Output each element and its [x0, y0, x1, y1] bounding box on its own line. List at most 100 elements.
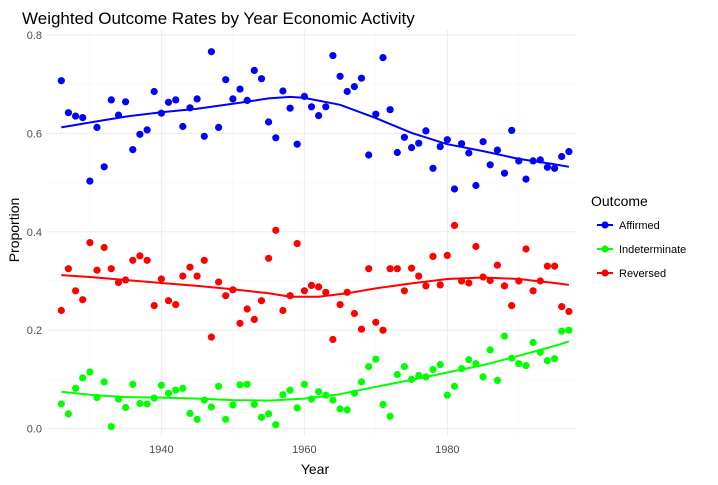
- gridlines: [47, 30, 576, 436]
- data-point-reversed: [357, 325, 366, 333]
- data-point-reversed: [72, 287, 80, 295]
- y-axis-title: Proportion: [6, 198, 22, 263]
- data-point-reversed: [372, 318, 380, 326]
- data-point-reversed: [300, 287, 308, 295]
- data-point-indeterminate: [193, 415, 201, 423]
- data-point-affirmed: [222, 76, 230, 84]
- data-point-reversed: [229, 286, 237, 294]
- data-point-affirmed: [279, 87, 287, 95]
- data-point-reversed: [114, 278, 123, 287]
- data-point-indeterminate: [400, 363, 408, 371]
- data-point-reversed: [286, 292, 294, 300]
- data-point-affirmed: [307, 103, 316, 111]
- trend-line-indeterminate: [61, 340, 570, 402]
- data-point-affirmed: [386, 106, 394, 114]
- data-point-indeterminate: [565, 326, 573, 334]
- data-point-indeterminate: [372, 355, 380, 363]
- y-tick-label: 0.6: [27, 128, 42, 140]
- data-point-reversed: [365, 265, 373, 273]
- data-point-indeterminate: [486, 346, 494, 354]
- x-tick-label: 1980: [435, 444, 459, 456]
- data-point-indeterminate: [386, 412, 394, 420]
- data-point-reversed: [86, 239, 94, 247]
- data-point-affirmed: [64, 109, 72, 117]
- data-point-indeterminate: [322, 391, 330, 399]
- data-point-reversed: [143, 256, 151, 264]
- data-point-indeterminate: [436, 361, 444, 369]
- data-point-affirmed: [529, 157, 537, 165]
- data-point-reversed: [322, 288, 330, 296]
- legend-key-point: [601, 245, 609, 253]
- data-point-affirmed: [450, 185, 459, 193]
- data-point-reversed: [551, 262, 559, 270]
- data-point-affirmed: [193, 95, 201, 103]
- data-point-reversed: [279, 306, 287, 315]
- data-point-reversed: [250, 315, 258, 323]
- data-point-reversed: [64, 265, 72, 273]
- trend-lines: [61, 95, 570, 402]
- data-point-reversed: [172, 301, 180, 309]
- legend-item-affirmed: Affirmed: [597, 220, 660, 232]
- data-point-indeterminate: [250, 400, 258, 409]
- data-point-indeterminate: [307, 395, 316, 403]
- data-point-reversed: [536, 277, 544, 285]
- series-indeterminate: [57, 326, 573, 431]
- data-point-affirmed: [143, 126, 151, 134]
- data-point-indeterminate: [415, 371, 423, 380]
- data-point-affirmed: [114, 111, 123, 119]
- data-point-indeterminate: [179, 384, 187, 392]
- x-tick-label: 1960: [292, 444, 316, 456]
- data-point-reversed: [336, 301, 344, 309]
- data-point-indeterminate: [64, 410, 72, 418]
- data-point-indeterminate: [543, 357, 552, 365]
- data-point-affirmed: [215, 123, 223, 131]
- data-point-affirmed: [472, 181, 480, 190]
- data-point-reversed: [207, 333, 215, 341]
- data-point-reversed: [379, 326, 387, 334]
- data-point-indeterminate: [129, 380, 137, 388]
- data-point-indeterminate: [472, 360, 480, 368]
- data-point-affirmed: [93, 123, 101, 131]
- data-point-reversed: [243, 305, 251, 313]
- data-point-indeterminate: [343, 406, 351, 414]
- data-point-indeterminate: [215, 382, 223, 390]
- data-point-affirmed: [200, 132, 208, 140]
- data-point-indeterminate: [272, 421, 280, 429]
- data-point-affirmed: [243, 96, 251, 104]
- data-point-indeterminate: [136, 399, 144, 408]
- data-point-indeterminate: [157, 381, 165, 389]
- data-point-indeterminate: [79, 374, 87, 382]
- data-point-affirmed: [336, 72, 344, 80]
- data-point-indeterminate: [93, 394, 101, 402]
- data-point-indeterminate: [458, 365, 466, 373]
- data-point-affirmed: [172, 96, 180, 104]
- data-point-reversed: [164, 297, 173, 305]
- legend-key-point: [601, 269, 609, 277]
- legend-item-reversed: Reversed: [597, 268, 666, 280]
- data-point-indeterminate: [465, 356, 473, 364]
- legend-label: Affirmed: [619, 220, 660, 232]
- y-tick-label: 0.8: [27, 30, 42, 42]
- data-point-reversed: [408, 264, 416, 272]
- data-point-affirmed: [100, 163, 108, 171]
- data-point-affirmed: [79, 114, 87, 122]
- data-point-reversed: [215, 278, 223, 286]
- data-point-reversed: [150, 302, 158, 310]
- data-point-indeterminate: [222, 415, 230, 423]
- data-point-reversed: [500, 282, 509, 290]
- legend-item-indeterminate: Indeterminate: [597, 244, 686, 256]
- x-tick-label: 1940: [149, 444, 173, 456]
- x-axis-title: Year: [301, 461, 330, 477]
- data-point-indeterminate: [558, 327, 566, 335]
- data-point-indeterminate: [150, 394, 158, 402]
- data-point-affirmed: [393, 148, 401, 157]
- data-point-indeterminate: [379, 400, 387, 409]
- data-point-reversed: [222, 292, 230, 300]
- data-point-reversed: [157, 275, 165, 283]
- data-point-reversed: [465, 279, 473, 287]
- tick-labels: 1940 1960 1980 0.0 0.2 0.4 0.6 0.8: [27, 30, 460, 456]
- data-point-affirmed: [164, 98, 173, 106]
- data-point-reversed: [529, 287, 537, 295]
- data-point-indeterminate: [393, 370, 401, 379]
